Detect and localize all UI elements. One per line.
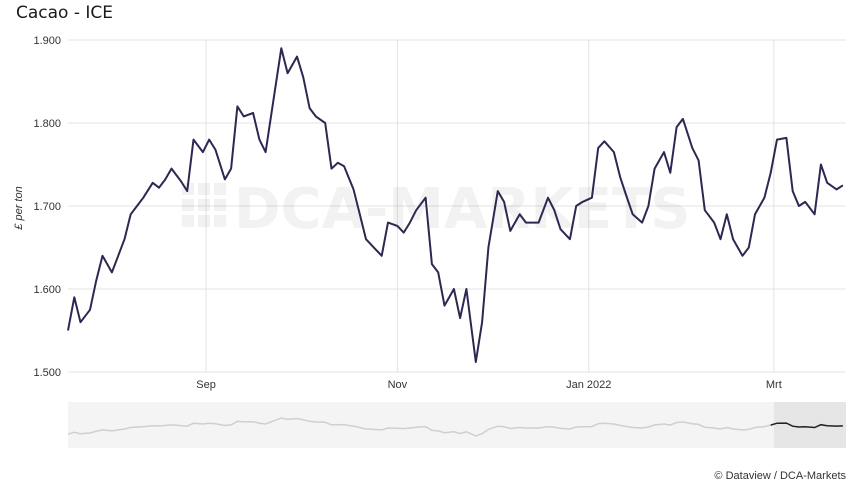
navigator-history-line — [67, 417, 771, 437]
y-axis-label: £ per ton — [13, 186, 25, 230]
x-tick-labels: Sep Nov Jan 2022 Mrt — [196, 379, 782, 391]
series-line — [67, 47, 844, 363]
navigator[interactable] — [67, 402, 846, 448]
grid-lines — [68, 39, 846, 373]
y-tick-label: 1.600 — [33, 284, 61, 296]
credit: © Dataview / DCA-Markets — [714, 470, 846, 482]
y-tick-label: 1.700 — [33, 201, 61, 213]
y-tick-labels: 1.900 1.800 1.700 1.600 1.500 — [33, 35, 61, 379]
watermark: DCA-MARKETS — [182, 177, 691, 242]
chart: DCA-MARKETS 1.900 1.800 1.700 1.600 1.500 Se… — [13, 35, 846, 448]
x-tick-label: Jan 2022 — [566, 379, 611, 391]
navigator-background[interactable] — [68, 402, 846, 448]
x-tick-label: Mrt — [766, 379, 782, 391]
watermark-text: DCA-MARKETS — [234, 177, 691, 242]
y-tick-label: 1.500 — [33, 367, 61, 379]
x-tick-label: Nov — [388, 379, 408, 391]
y-tick-label: 1.800 — [33, 118, 61, 130]
x-tick-label: Sep — [196, 379, 216, 391]
watermark-logo-icon — [182, 183, 226, 227]
y-tick-label: 1.900 — [33, 35, 61, 47]
navigator-selected-line — [770, 422, 843, 429]
navigator-selected-range[interactable] — [773, 402, 846, 448]
chart-title: Cacao - ICE — [16, 3, 114, 23]
series-layer — [67, 47, 844, 363]
